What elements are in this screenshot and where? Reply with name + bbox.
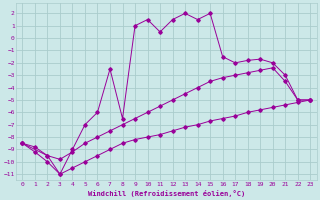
- X-axis label: Windchill (Refroidissement éolien,°C): Windchill (Refroidissement éolien,°C): [88, 190, 245, 197]
